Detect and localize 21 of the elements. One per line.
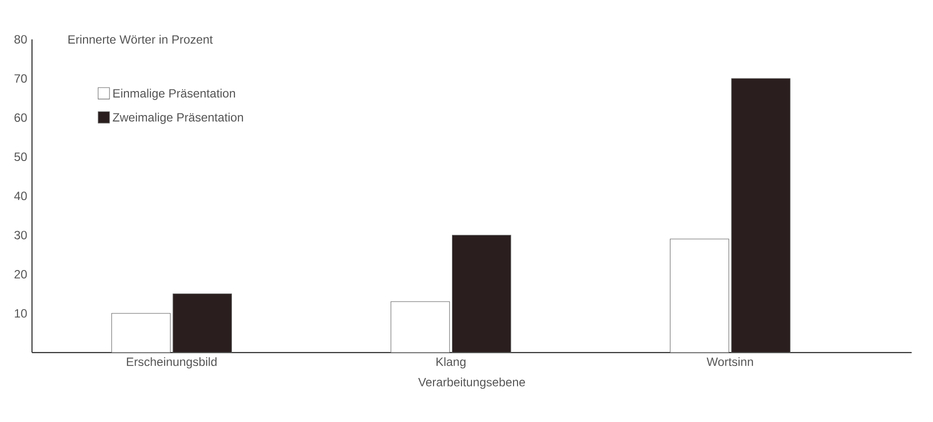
y-tick-label: 70 [14, 74, 27, 83]
y-tick-label: 20 [14, 270, 27, 279]
bar [670, 238, 730, 353]
bar [172, 294, 232, 353]
y-tick-label: 80 [14, 35, 27, 44]
y-tick-label: 50 [14, 152, 27, 162]
y-tick-label: 30 [14, 230, 27, 240]
x-tick-label: Klang [436, 357, 466, 368]
y-tick-label: 40 [14, 192, 27, 200]
x-tick-label: Erscheinungsbild [126, 357, 217, 368]
legend-label: Einmalige Präsentation [113, 88, 235, 100]
bar [731, 78, 790, 353]
x-tick-label: Wortsinn [706, 357, 753, 366]
y-tick-label: 10 [14, 309, 27, 318]
y-tick-label: 60 [14, 113, 27, 122]
bar [111, 313, 171, 353]
x-axis-title: Verarbeitungsebene [418, 378, 525, 389]
y-axis-title: Erinnerte Wörter in Prozent [68, 34, 213, 44]
bar [390, 301, 450, 353]
bar [452, 234, 512, 353]
legend-label: Zweimalige Präsentation [112, 112, 243, 124]
